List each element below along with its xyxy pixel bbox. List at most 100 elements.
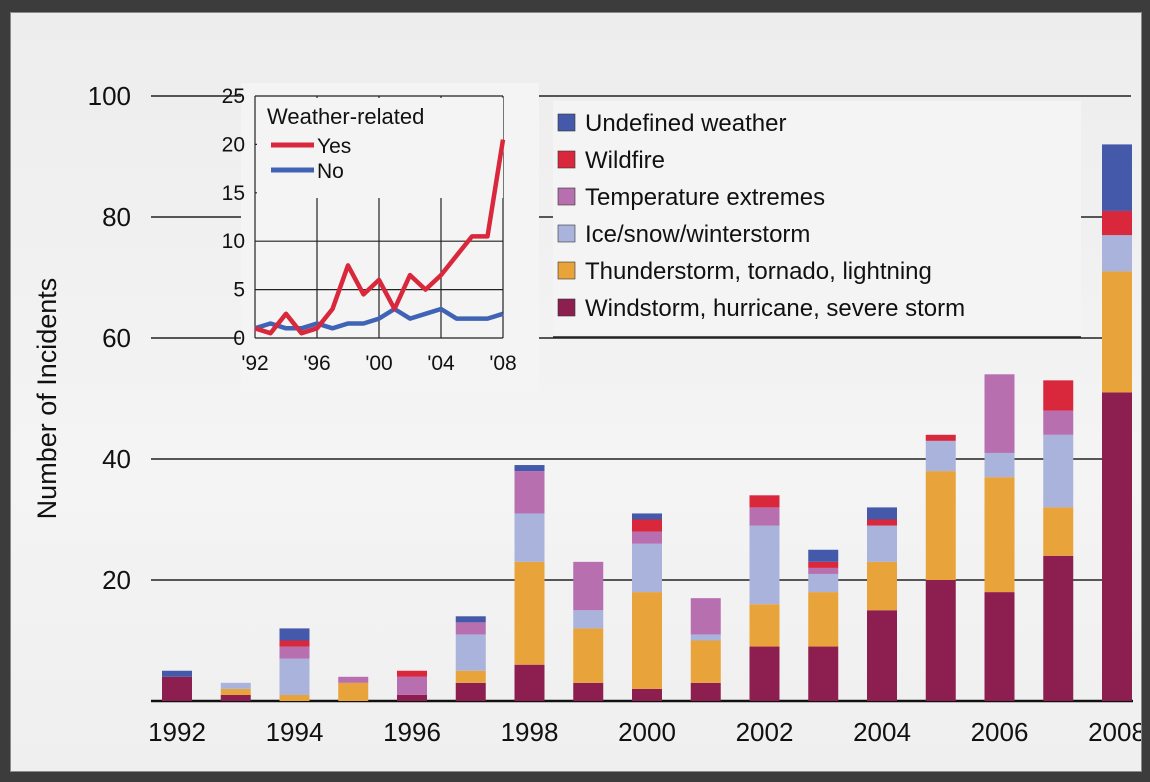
bar-2001-temperature-extremes — [690, 598, 721, 635]
bar-2003-windstorm-hurricane-severe-storm — [808, 646, 839, 701]
bar-1994-temperature-extremes — [279, 646, 310, 659]
bar-stack-2005 — [925, 434, 956, 701]
bar-1994-ice-snow-winterstorm — [279, 658, 310, 695]
bar-2008-windstorm-hurricane-severe-storm — [1102, 392, 1132, 701]
bar-stack-2003 — [808, 549, 839, 701]
bar-1997-windstorm-hurricane-severe-storm — [455, 682, 486, 701]
bar-2006-thunderstorm-tornado-lightning — [984, 477, 1015, 593]
bar-2007-ice-snow-winterstorm — [1043, 434, 1074, 508]
chart-frame: 20 40 60 80 100 Number of Incidents 1992 1994 19… — [10, 12, 1142, 772]
x-tick-label-2002: 2002 — [736, 717, 794, 747]
bar-2005-ice-snow-winterstorm — [925, 440, 956, 472]
x-tick-labels: 1992 1994 1996 1998 2000 2002 2004 2006 2008 — [148, 717, 1141, 747]
legend: Undefined weather Wildfire Temperature ext… — [553, 101, 1081, 338]
y-axis-label: Number of Incidents — [32, 278, 62, 520]
legend-swatch-thunderstorm-tornado-lightning — [557, 261, 576, 280]
bar-stack-1994 — [279, 628, 310, 701]
x-tick-label-1992: 1992 — [148, 717, 206, 747]
bar-1993-ice-snow-winterstorm — [220, 682, 251, 689]
bar-2000-wildfire — [632, 519, 662, 532]
inset-x-tick-label-04: '04 — [427, 352, 455, 375]
bar-1992-windstorm-hurricane-severe-storm — [162, 676, 192, 701]
inset-y-tick-label-5: 5 — [233, 279, 245, 302]
y-tick-label-60: 60 — [102, 323, 131, 353]
bar-2007-windstorm-hurricane-severe-storm — [1043, 555, 1074, 701]
bar-1996-temperature-extremes — [397, 676, 427, 695]
bar-1994-thunderstorm-tornado-lightning — [279, 694, 310, 701]
inset-x-tick-label-00: '00 — [365, 352, 392, 375]
x-tick-label-1998: 1998 — [501, 717, 559, 747]
legend-swatch-temperature-extremes — [557, 187, 576, 206]
inset-y-tick-label-10: 10 — [222, 230, 245, 253]
inset-x-tick-label-08: '08 — [489, 352, 516, 375]
bar-2002-thunderstorm-tornado-lightning — [749, 604, 780, 647]
y-tick-labels: 20 40 60 80 100 — [88, 81, 131, 595]
bar-2007-thunderstorm-tornado-lightning — [1043, 507, 1074, 556]
bar-1998-thunderstorm-tornado-lightning — [514, 561, 545, 665]
legend-label-undefined-weather: Undefined weather — [585, 110, 786, 137]
legend-label-temperature-extremes: Temperature extremes — [585, 184, 825, 211]
bar-stack-2002 — [749, 495, 780, 701]
legend-background — [553, 101, 1081, 335]
bar-1999-ice-snow-winterstorm — [573, 610, 604, 629]
bar-2000-ice-snow-winterstorm — [632, 543, 662, 593]
bar-2001-ice-snow-winterstorm — [690, 634, 721, 641]
legend-label-thunderstorm-tornado-lightning: Thunderstorm, tornado, lightning — [585, 258, 932, 285]
bar-1992-undefined-weather — [162, 670, 192, 677]
bar-2000-windstorm-hurricane-severe-storm — [632, 688, 662, 701]
bar-stack-1993 — [220, 682, 251, 701]
inset-y-tick-label-25: 25 — [222, 85, 245, 108]
bar-1998-undefined-weather — [514, 465, 545, 472]
bar-stack-2007 — [1043, 380, 1074, 701]
x-tick-label-1994: 1994 — [266, 717, 324, 747]
bar-stack-1995 — [338, 676, 369, 701]
y-tick-label-100: 100 — [88, 81, 131, 111]
bar-stack-1999 — [573, 561, 604, 701]
bar-stack-2008 — [1102, 144, 1132, 701]
inset-legend-label-yes: Yes — [317, 135, 351, 158]
bar-1998-temperature-extremes — [514, 471, 545, 514]
bar-2004-wildfire — [867, 519, 897, 526]
bar-stack-1992 — [162, 670, 192, 701]
bar-2007-wildfire — [1043, 380, 1074, 411]
bar-2004-thunderstorm-tornado-lightning — [867, 561, 897, 611]
x-tick-label-2004: 2004 — [853, 717, 911, 747]
y-tick-label-80: 80 — [102, 202, 131, 232]
bar-stack-1997 — [455, 616, 486, 701]
bar-1997-undefined-weather — [455, 616, 486, 623]
bar-2004-windstorm-hurricane-severe-storm — [867, 610, 897, 701]
bar-stack-2000 — [632, 513, 662, 701]
bar-1999-thunderstorm-tornado-lightning — [573, 628, 604, 683]
bar-stack-2006 — [984, 374, 1015, 701]
x-tick-label-2008: 2008 — [1088, 717, 1141, 747]
bar-1995-thunderstorm-tornado-lightning — [338, 682, 369, 701]
inset-y-tick-label-0: 0 — [233, 327, 245, 350]
bar-2006-temperature-extremes — [984, 374, 1015, 453]
legend-label-ice-snow-winterstorm: Ice/snow/winterstorm — [585, 221, 810, 248]
bar-2004-ice-snow-winterstorm — [867, 525, 897, 562]
bar-2002-windstorm-hurricane-severe-storm — [749, 646, 780, 701]
bar-2008-thunderstorm-tornado-lightning — [1102, 271, 1132, 393]
legend-label-wildfire: Wildfire — [585, 147, 665, 174]
bar-1998-ice-snow-winterstorm — [514, 513, 545, 562]
bar-1997-ice-snow-winterstorm — [455, 634, 486, 671]
bar-1999-temperature-extremes — [573, 561, 604, 611]
bar-1997-temperature-extremes — [455, 622, 486, 635]
bar-2000-temperature-extremes — [632, 531, 662, 544]
bars — [162, 144, 1132, 701]
x-tick-label-1996: 1996 — [383, 717, 441, 747]
bar-2005-windstorm-hurricane-severe-storm — [925, 580, 956, 701]
bar-2008-ice-snow-winterstorm — [1102, 235, 1132, 272]
bar-2006-ice-snow-winterstorm — [984, 452, 1015, 478]
y-tick-label-20: 20 — [102, 565, 131, 595]
inset-line-chart: 0 5 10 15 20 25 '92 '96 '00 '04 '08 Weather-related… — [222, 83, 539, 391]
bar-2001-thunderstorm-tornado-lightning — [690, 640, 721, 683]
bar-1999-windstorm-hurricane-severe-storm — [573, 682, 604, 701]
bar-1994-wildfire — [279, 640, 310, 647]
legend-swatch-wildfire — [557, 150, 576, 169]
x-tick-label-2006: 2006 — [971, 717, 1029, 747]
bar-stack-1996 — [397, 670, 427, 701]
inset-y-tick-label-15: 15 — [222, 182, 245, 205]
bar-2008-wildfire — [1102, 210, 1132, 236]
bar-1996-wildfire — [397, 670, 427, 677]
